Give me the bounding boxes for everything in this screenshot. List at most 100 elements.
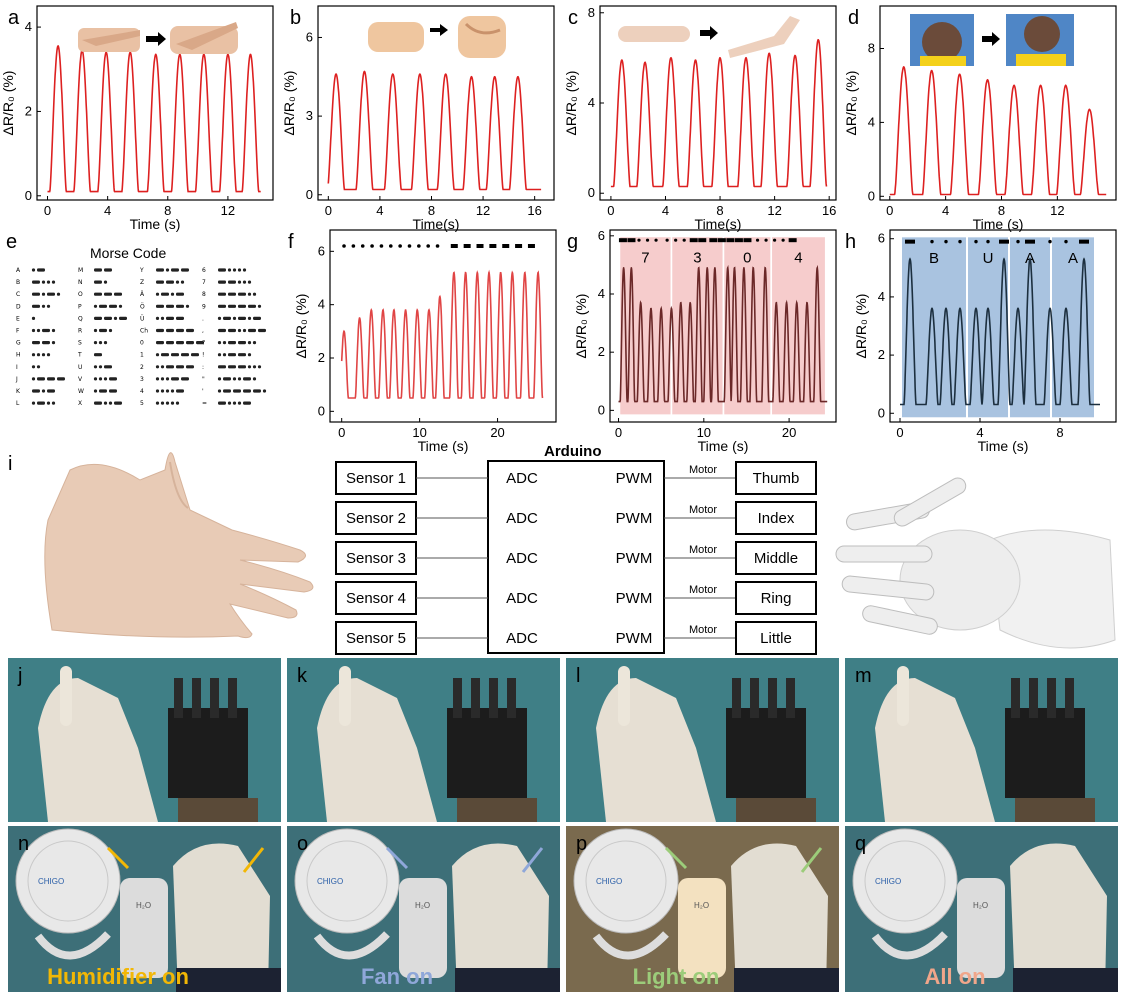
peak-point-g-5	[670, 307, 673, 310]
morse-dash-2-7-2	[171, 353, 179, 357]
pwm-label-2: PWM	[616, 510, 653, 527]
morse-dash-2-7-1	[161, 353, 169, 357]
robot-hand-m	[1005, 708, 1085, 798]
morse-letter-3-2: 8	[202, 291, 206, 298]
morse-dot-3-9-2	[232, 377, 237, 381]
morse-letter-0-4: E	[16, 315, 20, 322]
morse-dot-3-7-1	[222, 353, 227, 357]
xtick-label-h-2: 8	[1056, 425, 1063, 440]
ytick-label-h-2: 4	[878, 289, 885, 304]
ytick-label-d-1: 4	[868, 114, 875, 129]
glove-q	[1010, 843, 1107, 992]
morse-dot-3-6-5	[252, 341, 257, 345]
peak-point-h-8	[1029, 258, 1031, 260]
panel-label-e: e	[6, 231, 17, 253]
region-label-h-1: U	[983, 250, 994, 267]
morse-dash-g-0	[618, 238, 627, 243]
peak-point-g-8	[697, 267, 700, 269]
xtick-label-d-1: 4	[942, 203, 949, 218]
peak-point-a-7	[227, 53, 229, 56]
morse-letter-2-11: 5	[140, 400, 144, 407]
xtick-label-a-3: 12	[221, 203, 235, 218]
morse-dash-1-0-1	[104, 268, 112, 272]
fan-grill-q	[864, 840, 946, 922]
morse-letter-3-10: '	[202, 388, 204, 395]
ytick-label-f-2: 4	[318, 297, 325, 312]
morse-dot-f-3	[370, 244, 374, 248]
morse-dash-0-9-2	[47, 377, 55, 381]
photo-k: k	[287, 658, 560, 822]
morse-dot-3-7-4	[247, 353, 252, 357]
sensor-label-4: Sensor 4	[346, 590, 406, 607]
motor-label-4: Motor	[689, 584, 717, 596]
peak-point-h-9	[1049, 307, 1051, 310]
morse-dash-3-6-2	[228, 341, 236, 345]
series-line-d	[889, 65, 1107, 196]
fan-brand-q: CHIGO	[875, 877, 901, 886]
morse-dash-2-2-3	[176, 292, 184, 296]
morse-dot-3-3-4	[257, 304, 262, 308]
morse-dot-0-4-0	[31, 316, 36, 320]
xlabel-f: Time (s)	[418, 438, 469, 454]
xtick-label-c-3: 12	[767, 203, 781, 218]
morse-dot-2-9-2	[165, 377, 170, 381]
morse-dot-f-8	[417, 244, 421, 248]
ytick-label-d-2: 8	[868, 40, 875, 55]
morse-dash-g-12	[709, 238, 718, 243]
sensor-label-3: Sensor 3	[346, 550, 406, 567]
ytick-label-b-0: 0	[306, 187, 313, 202]
morse-dash-0-3-0	[32, 304, 40, 308]
panel-label-b: b	[290, 7, 301, 29]
morse-dash-f-1	[463, 244, 471, 248]
robot-finger-k-3	[507, 678, 516, 718]
peak-point-h-11	[1083, 258, 1085, 260]
series-line-c	[610, 38, 828, 188]
morse-dot-0-5-3	[51, 328, 56, 333]
peak-point-a-4	[154, 53, 157, 56]
xtick-label-f-0: 0	[338, 425, 345, 440]
morse-letter-1-8: U	[78, 364, 82, 371]
morse-letter-3-8: :	[202, 364, 204, 371]
morse-dash-2-6-1	[166, 341, 174, 345]
xlabel-c: Time(s)	[695, 216, 742, 232]
peak-point-h-3	[959, 307, 961, 310]
morse-dash-3-7-3	[238, 353, 246, 357]
xtick-label-d-3: 12	[1050, 203, 1064, 218]
morse-dot-2-2-2	[170, 292, 175, 296]
peak-point-f-3	[382, 309, 384, 311]
morse-dash-3-11-0	[218, 401, 226, 405]
morse-dot-2-11-2	[165, 401, 170, 405]
morse-dash-f-3	[489, 244, 497, 248]
morse-dash-1-9-3	[109, 377, 117, 381]
morse-letter-0-2: C	[16, 291, 20, 298]
photo-grid: j k l m CHIGO H₂O Humidifier on n CHIGO H₂O Fan on…	[8, 658, 1118, 992]
region-label-g-2: 0	[743, 249, 751, 266]
chart-h: BUAA0480246Time (s)ΔR/R₀ (%)	[853, 229, 1117, 454]
pwm-label-3: PWM	[616, 550, 653, 567]
peak-point-c-3	[694, 59, 697, 61]
morse-dot-2-11-1	[160, 401, 165, 405]
morse-dash-1-1-0	[94, 280, 102, 284]
sensor-label-1: Sensor 1	[346, 470, 406, 487]
morse-dash-2-9-4	[181, 377, 189, 381]
morse-dot-0-2-3	[56, 292, 61, 296]
morse-dot-3-1-3	[242, 280, 247, 284]
peak-point-b-1	[363, 70, 366, 73]
inset-c-arm	[618, 16, 800, 58]
morse-dash-f-4	[502, 244, 510, 248]
xtick-label-c-0: 0	[607, 203, 614, 218]
peak-point-a-6	[203, 53, 205, 56]
morse-dot-3-0-4	[242, 268, 247, 272]
robot-finger-l-1	[750, 678, 759, 718]
robot-base-m	[1015, 798, 1095, 822]
humidifier-label-p: H₂O	[694, 901, 709, 910]
morse-dash-3-2-2	[238, 292, 246, 296]
morse-dot-2-2-0	[155, 292, 160, 296]
xtick-label-c-1: 4	[662, 203, 669, 218]
morse-dash-3-4-1	[223, 316, 231, 320]
morse-dot-h-9	[1048, 239, 1052, 244]
ytick-label-h-0: 0	[878, 405, 885, 420]
morse-dash-h-11	[1079, 239, 1089, 244]
morse-dot-3-8-5	[257, 365, 262, 369]
